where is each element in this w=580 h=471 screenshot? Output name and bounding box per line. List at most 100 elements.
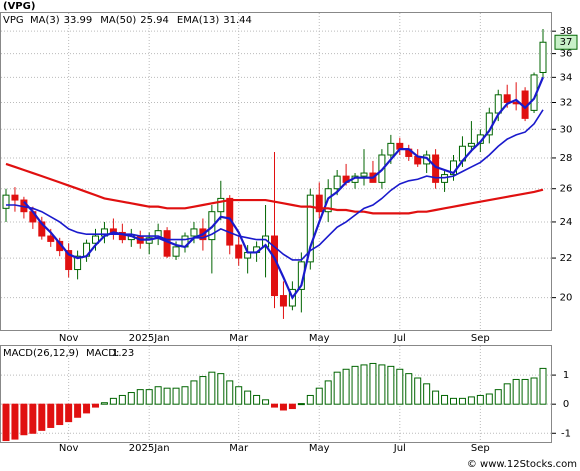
macd-bar (396, 368, 404, 405)
y-tick-label: 38 (560, 26, 573, 37)
macd-bar (387, 365, 395, 405)
legend-label: MA(3) (30, 15, 60, 26)
legend-value: 33.99 (64, 15, 93, 26)
macd-bar (109, 397, 117, 405)
candle-body (503, 94, 511, 104)
candle-body (74, 255, 82, 271)
macd-bar (432, 390, 440, 405)
x-tick-label: 2025Jan (129, 443, 170, 454)
footer: © www.12Stocks.com (467, 459, 577, 470)
macd-bar (485, 393, 493, 405)
macd-bar (476, 394, 484, 405)
x-tick-label: Sep (471, 333, 490, 344)
macd-bar (163, 387, 171, 405)
ma-line (6, 109, 544, 261)
macd-bar (539, 367, 547, 405)
macd-bar (92, 403, 99, 408)
macd-bar (333, 371, 341, 405)
macd-bar (83, 403, 91, 414)
last-price-label: 37 (560, 37, 573, 48)
y-tick-label: 26 (560, 184, 573, 195)
x-tick-label: 2025Jan (129, 333, 170, 344)
macd-bar (56, 403, 64, 426)
macd-bar (38, 403, 46, 431)
candle-body (333, 175, 341, 190)
macd-bar (217, 373, 225, 405)
x-tick-label: May (309, 333, 330, 344)
macd-bar (342, 368, 350, 405)
macd-bar (494, 389, 502, 405)
macd-bar (351, 365, 359, 405)
macd-panel (0, 345, 552, 443)
ma-line (5, 162, 544, 215)
macd-bar (360, 364, 368, 405)
y-tick-label: 28 (560, 153, 573, 164)
macd-bar (503, 383, 511, 405)
x-tick-label: Jul (393, 333, 406, 344)
candle-body (539, 41, 547, 73)
macd-bar (306, 394, 314, 405)
macd-bar (65, 403, 73, 423)
macd-bar (172, 387, 180, 405)
candle-body (92, 235, 99, 244)
candle-body (306, 194, 314, 263)
macd-bar (512, 378, 520, 405)
candle-body (118, 231, 126, 241)
macd-bar (405, 373, 413, 405)
macd-bar (423, 383, 431, 405)
macd-bar (145, 389, 153, 405)
macd-bar (414, 377, 422, 405)
macd-bar (208, 371, 216, 405)
legend-value: 1.23 (112, 348, 134, 359)
y-tick-label: 30 (560, 124, 573, 135)
candle-body (65, 250, 73, 271)
candle-body (360, 172, 368, 177)
y-tick-label: 1 (563, 370, 569, 381)
y-tick-label: 32 (560, 98, 573, 109)
macd-bar (467, 396, 475, 405)
macd-bar (181, 386, 189, 405)
candle-body (47, 235, 55, 242)
chart-title: (VPG) (3, 1, 35, 12)
macd-bar (199, 376, 207, 405)
x-tick-label: Nov (59, 443, 79, 454)
last-price-box (554, 34, 578, 50)
macd-bar (190, 380, 198, 405)
x-tick-label: Mar (229, 333, 249, 344)
macd-bar (244, 390, 252, 405)
macd-title: MACD(26,12,9) (3, 348, 79, 359)
candle-body (387, 142, 395, 156)
macd-bar (369, 362, 377, 405)
macd-bar (521, 378, 529, 405)
macd-bar (458, 397, 466, 405)
macd-bar (2, 403, 10, 442)
macd-bar (441, 394, 449, 405)
y-tick-label: 34 (560, 72, 573, 83)
candle-body (315, 194, 323, 213)
macd-bar (235, 386, 243, 405)
macd-bar (288, 403, 296, 410)
y-tick-label: 24 (560, 217, 573, 228)
macd-bar (450, 397, 457, 405)
macd-bar (29, 403, 37, 434)
macd-bar (118, 394, 126, 405)
candle-body (217, 197, 225, 213)
candle-body (11, 194, 19, 201)
y-tick-label: 22 (560, 253, 573, 264)
macd-bar (271, 403, 278, 408)
macd-bar (324, 380, 332, 405)
y-tick-label: 20 (560, 293, 573, 304)
macd-bar (315, 387, 323, 405)
macd-bar (297, 403, 305, 406)
macd-bar (136, 389, 144, 405)
y-tick-label: -1 (561, 428, 571, 439)
legend-value: 31.44 (223, 15, 252, 26)
candle-body (190, 228, 198, 237)
candle-body (235, 244, 243, 259)
candle-body (467, 142, 475, 147)
x-tick-label: Mar (229, 443, 249, 454)
macd-bar (279, 403, 287, 411)
macd-bar (11, 403, 19, 440)
macd-bar (253, 394, 261, 405)
